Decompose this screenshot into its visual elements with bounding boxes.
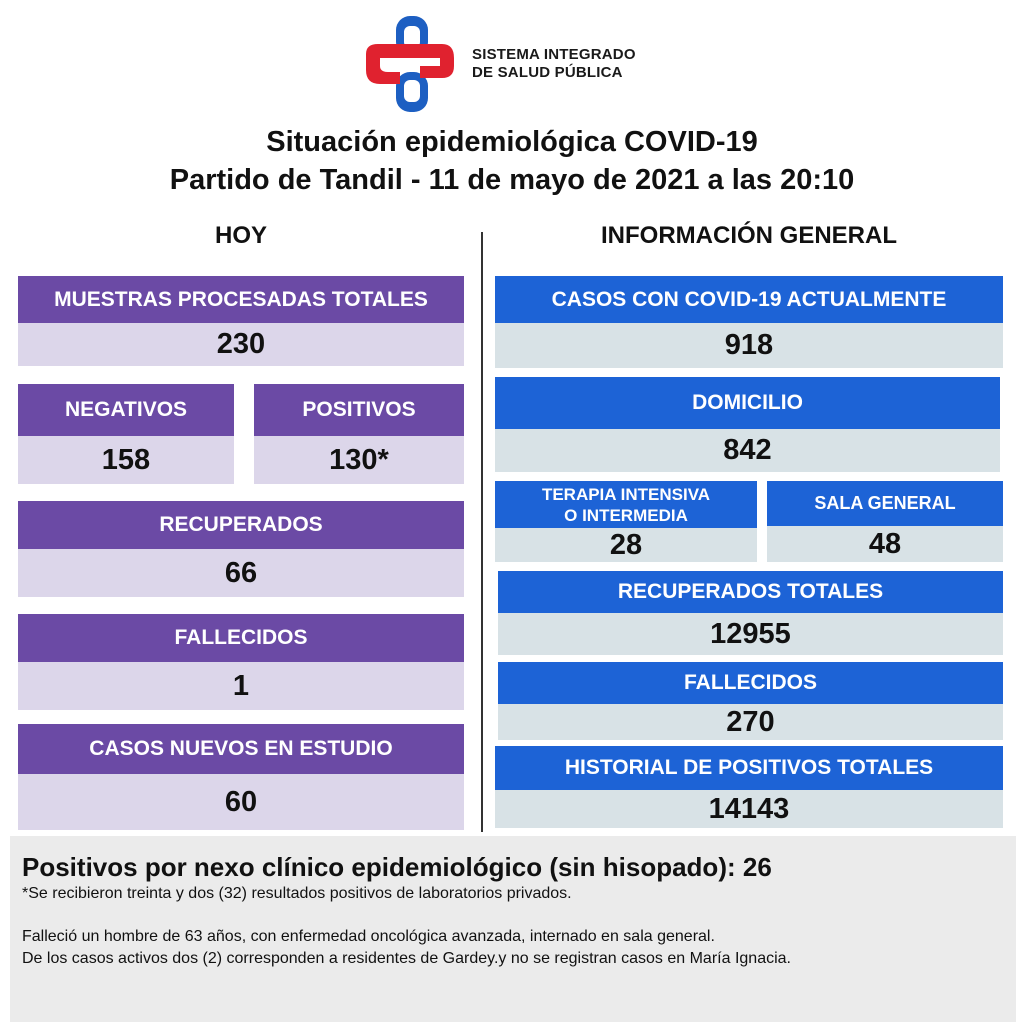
negativos-label: NEGATIVOS <box>18 384 234 436</box>
footer-text-1: Falleció un hombre de 63 años, con enfer… <box>22 928 715 945</box>
recuperados-totales-value: 12955 <box>498 613 1003 655</box>
footer-note: *Se recibieron treinta y dos (32) result… <box>22 885 572 902</box>
negativos-card: NEGATIVOS 158 <box>18 384 234 484</box>
domicilio-card: DOMICILIO 842 <box>495 377 1000 472</box>
historial-card: HISTORIAL DE POSITIVOS TOTALES 14143 <box>495 746 1003 828</box>
sala-general-value: 48 <box>767 526 1003 562</box>
muestras-label: MUESTRAS PROCESADAS TOTALES <box>18 276 464 323</box>
footer-nexo-clinico: Positivos por nexo clínico epidemiológic… <box>22 852 772 882</box>
logo-line-2: DE SALUD PÚBLICA <box>472 64 623 81</box>
casos-nuevos-label: CASOS NUEVOS EN ESTUDIO <box>18 724 464 774</box>
sala-general-label: SALA GENERAL <box>767 481 1003 526</box>
negativos-value: 158 <box>18 436 234 484</box>
recuperados-totales-label: RECUPERADOS TOTALES <box>498 571 1003 613</box>
hoy-heading: HOY <box>214 222 267 249</box>
logo-text: SISTEMA INTEGRADO DE SALUD PÚBLICA <box>472 46 636 82</box>
casos-actuales-value: 918 <box>495 323 1003 368</box>
logo-line-1: SISTEMA INTEGRADO <box>472 46 636 63</box>
page-subtitle: Partido de Tandil - 11 de mayo de 2021 a… <box>169 164 855 196</box>
general-heading: INFORMACIÓN GENERAL <box>601 222 897 249</box>
terapia-label: TERAPIA INTENSIVA O INTERMEDIA <box>495 481 757 528</box>
column-divider <box>481 232 483 832</box>
fallecidos-general-card: FALLECIDOS 270 <box>498 662 1003 740</box>
positivos-label: POSITIVOS <box>254 384 464 436</box>
sala-general-card: SALA GENERAL 48 <box>767 481 1003 562</box>
recuperados-value: 66 <box>18 549 464 597</box>
fallecidos-hoy-label: FALLECIDOS <box>18 614 464 662</box>
historial-value: 14143 <box>495 790 1003 828</box>
terapia-label-line-1: TERAPIA INTENSIVA <box>541 484 711 504</box>
recuperados-label: RECUPERADOS <box>18 501 464 549</box>
fallecidos-general-label: FALLECIDOS <box>498 662 1003 704</box>
page-title: Situación epidemiológica COVID-19 <box>266 126 758 158</box>
positivos-card: POSITIVOS 130* <box>254 384 464 484</box>
footer-panel: Positivos por nexo clínico epidemiológic… <box>10 836 1016 1022</box>
casos-nuevos-value: 60 <box>18 774 464 830</box>
recuperados-totales-card: RECUPERADOS TOTALES 12955 <box>498 571 1003 655</box>
muestras-card: MUESTRAS PROCESADAS TOTALES 230 <box>18 276 464 366</box>
footer-text-2: De los casos activos dos (2) corresponde… <box>22 950 791 967</box>
fallecidos-general-value: 270 <box>498 704 1003 740</box>
fallecidos-hoy-card: FALLECIDOS 1 <box>18 614 464 710</box>
terapia-value: 28 <box>495 528 757 562</box>
health-cross-logo-icon <box>366 16 454 112</box>
terapia-card: TERAPIA INTENSIVA O INTERMEDIA 28 <box>495 481 757 562</box>
domicilio-value: 842 <box>495 429 1000 472</box>
positivos-value: 130* <box>254 436 464 484</box>
terapia-label-line-2: O INTERMEDIA <box>564 505 688 525</box>
casos-actuales-label: CASOS CON COVID-19 ACTUALMENTE <box>495 276 1003 323</box>
historial-label: HISTORIAL DE POSITIVOS TOTALES <box>495 746 1003 790</box>
domicilio-label: DOMICILIO <box>495 377 1000 429</box>
muestras-value: 230 <box>18 323 464 366</box>
casos-nuevos-card: CASOS NUEVOS EN ESTUDIO 60 <box>18 724 464 830</box>
logo: SISTEMA INTEGRADO DE SALUD PÚBLICA <box>360 14 660 114</box>
fallecidos-hoy-value: 1 <box>18 662 464 710</box>
casos-actuales-card: CASOS CON COVID-19 ACTUALMENTE 918 <box>495 276 1003 368</box>
recuperados-card: RECUPERADOS 66 <box>18 501 464 597</box>
